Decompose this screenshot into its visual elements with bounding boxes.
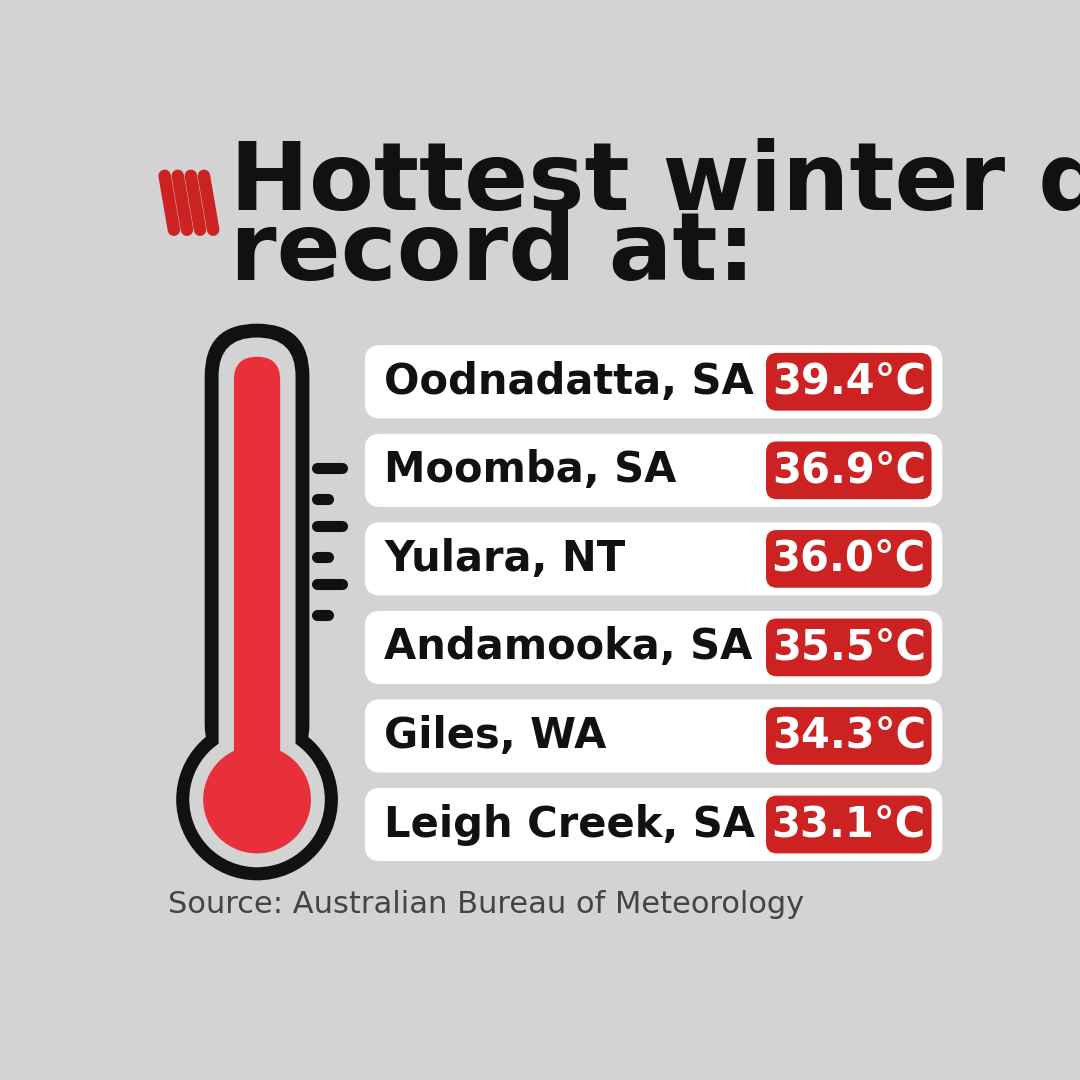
FancyBboxPatch shape: [365, 346, 943, 418]
Text: Leigh Creek, SA: Leigh Creek, SA: [384, 804, 755, 846]
Text: 33.1°C: 33.1°C: [772, 804, 926, 846]
FancyBboxPatch shape: [766, 796, 932, 853]
FancyBboxPatch shape: [365, 788, 943, 861]
Text: 36.0°C: 36.0°C: [772, 538, 926, 580]
FancyBboxPatch shape: [766, 442, 932, 499]
Text: Giles, WA: Giles, WA: [384, 715, 607, 757]
FancyBboxPatch shape: [365, 611, 943, 684]
Text: record at:: record at:: [230, 208, 756, 300]
FancyBboxPatch shape: [365, 523, 943, 595]
Circle shape: [176, 718, 338, 880]
FancyBboxPatch shape: [365, 434, 943, 507]
FancyBboxPatch shape: [766, 530, 932, 588]
Text: Oodnadatta, SA: Oodnadatta, SA: [384, 361, 754, 403]
FancyBboxPatch shape: [218, 337, 296, 780]
Text: 39.4°C: 39.4°C: [772, 361, 926, 403]
Text: 34.3°C: 34.3°C: [772, 715, 926, 757]
Text: 36.9°C: 36.9°C: [772, 449, 926, 491]
Text: 35.5°C: 35.5°C: [772, 626, 926, 669]
FancyBboxPatch shape: [766, 707, 932, 765]
Text: Andamooka, SA: Andamooka, SA: [384, 626, 753, 669]
Text: Hottest winter day on: Hottest winter day on: [230, 137, 1080, 230]
Circle shape: [189, 732, 325, 867]
Text: Source: Australian Bureau of Meteorology: Source: Australian Bureau of Meteorology: [168, 890, 805, 919]
Circle shape: [203, 745, 311, 853]
FancyBboxPatch shape: [766, 619, 932, 676]
Text: Moomba, SA: Moomba, SA: [384, 449, 676, 491]
FancyBboxPatch shape: [766, 353, 932, 410]
FancyBboxPatch shape: [205, 324, 309, 777]
Text: Yulara, NT: Yulara, NT: [384, 538, 625, 580]
FancyBboxPatch shape: [234, 356, 280, 780]
FancyBboxPatch shape: [365, 700, 943, 772]
